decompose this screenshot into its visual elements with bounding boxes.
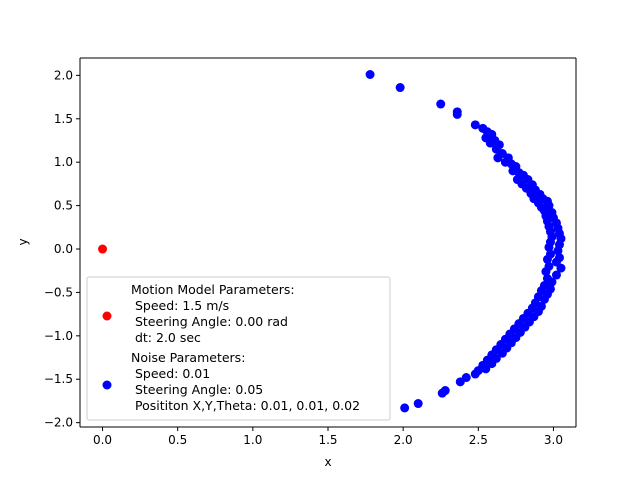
legend-line: Speed: 1.5 m/s [131,298,229,313]
x-axis-label: x [324,455,331,469]
x-tick-label: 0.5 [168,433,187,447]
legend-label-particles: Noise Parameters: Speed: 0.01 Steering A… [131,350,380,413]
data-point-particles [553,246,563,256]
y-tick-label: −2.0 [44,416,73,430]
y-tick-label: 1.5 [54,112,73,126]
legend: Motion Model Parameters: Speed: 1.5 m/s … [86,276,391,421]
data-point-particles [400,403,410,413]
legend-line: Posititon X,Y,Theta: 0.01, 0.01, 0.02 [131,398,360,413]
data-point-particles [556,263,566,273]
legend-marker-start [102,311,112,321]
data-point-particles [437,388,447,398]
data-point-particles [539,294,549,304]
data-point-start [98,244,108,254]
data-point-particles [493,153,503,163]
data-point-particles [487,359,497,369]
legend-marker-particles [102,380,112,390]
data-point-particles [436,99,446,109]
y-tick-label: 0.5 [54,199,73,213]
data-point-particles [470,369,480,379]
x-tick-label: 2.0 [394,433,413,447]
x-tick-label: 3.0 [544,433,563,447]
data-point-particles [551,270,561,280]
y-tick-label: −1.0 [44,329,73,343]
x-tick-label: 2.5 [469,433,488,447]
y-tick-label: 2.0 [54,68,73,82]
y-tick-label: 0.0 [54,242,73,256]
data-point-particles [455,377,465,387]
data-point-particles [542,254,552,264]
y-axis-label: y [16,238,30,245]
legend-line: Steering Angle: 0.05 [131,382,263,397]
x-tick-label: 0.0 [93,433,112,447]
data-point-particles [395,83,405,93]
y-tick-label: −1.5 [44,372,73,386]
data-point-particles [547,277,557,287]
legend-line: Speed: 0.01 [131,366,210,381]
legend-line: dt: 2.0 sec [131,330,201,345]
data-point-particles [470,120,480,130]
y-tick-label: −0.5 [44,285,73,299]
data-point-particles [544,242,554,252]
legend-line: Steering Angle: 0.00 rad [131,314,288,329]
legend-line: Motion Model Parameters: [131,282,295,297]
points-layer [98,69,566,413]
legend-line: Noise Parameters: [131,350,245,365]
data-point-particles [497,348,507,358]
y-tick-label: 1.0 [54,155,73,169]
legend-label-start: Motion Model Parameters: Speed: 1.5 m/s … [131,282,322,345]
data-point-particles [541,267,551,277]
y-axis-ticks: −2.0 −1.5 −1.0 −0.5 0.0 0.5 1.0 1.5 2.0 [44,68,80,430]
data-point-particles [365,69,375,79]
data-point-particles [485,138,495,148]
x-axis-ticks: 0.0 0.5 1.0 1.5 2.0 2.5 3.0 [93,427,563,447]
data-point-particles [452,109,462,119]
x-tick-label: 1.5 [318,433,337,447]
x-tick-label: 1.0 [243,433,262,447]
data-point-particles [481,364,491,374]
data-point-particles [413,399,423,409]
legend-box [86,276,391,421]
